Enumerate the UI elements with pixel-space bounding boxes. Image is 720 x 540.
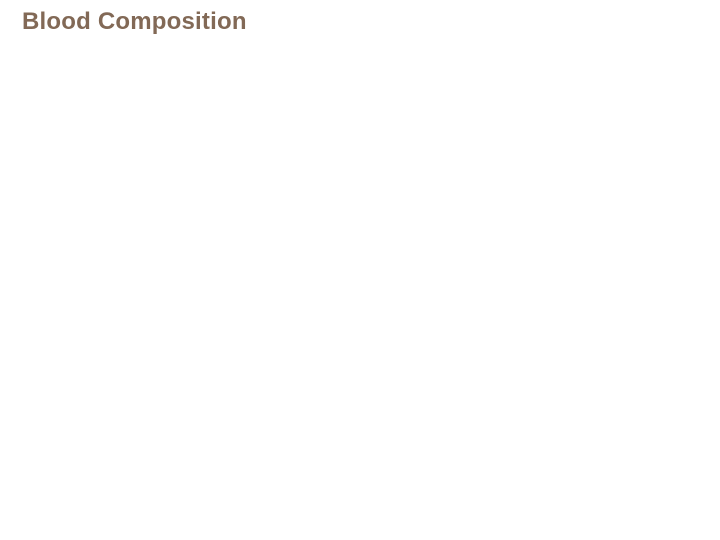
slide-container: Blood Composition [0,0,720,540]
slide-title: Blood Composition [22,8,247,36]
